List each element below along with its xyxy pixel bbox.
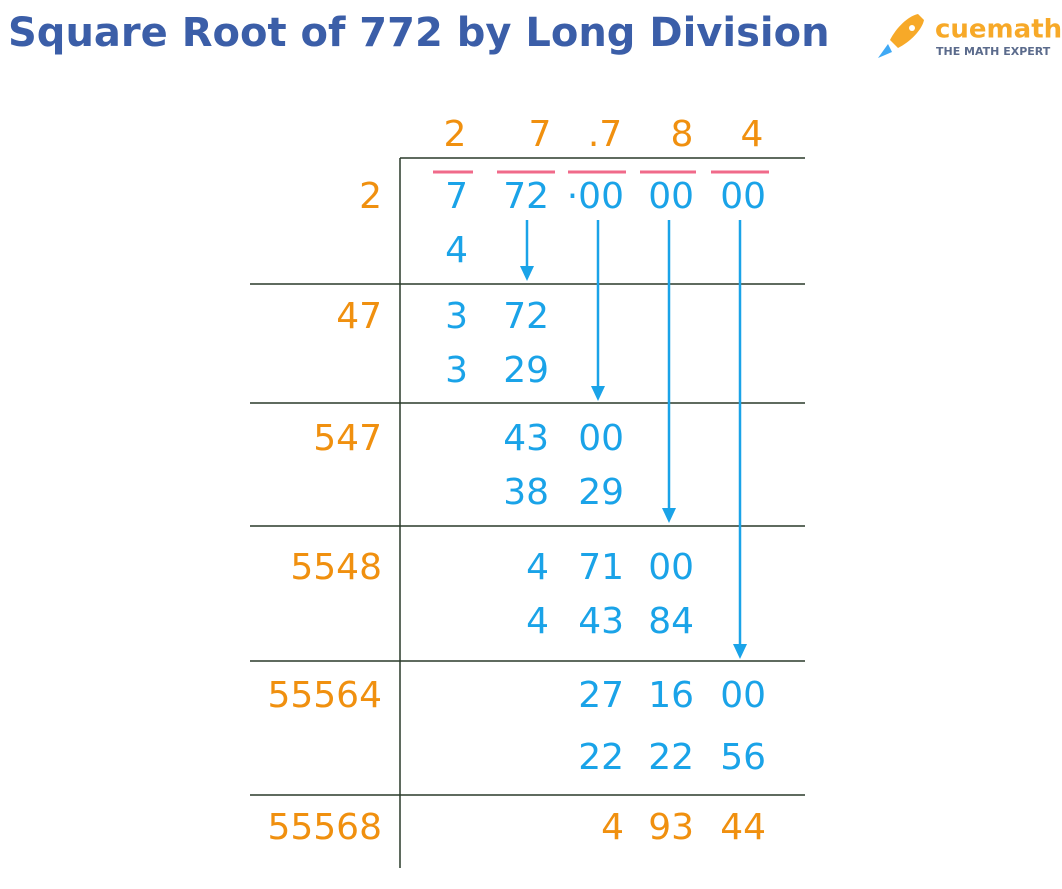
quotient-digit: 4 xyxy=(741,114,764,155)
step-cell: 4 xyxy=(445,230,468,271)
arrow-head xyxy=(733,644,747,659)
tagline: THE MATH EXPERT xyxy=(936,45,1051,58)
step-cell: 72 xyxy=(503,296,549,337)
remainder-cell: 93 xyxy=(648,807,694,848)
logo: cuemath THE MATH EXPERT xyxy=(878,14,1062,58)
arrow-head xyxy=(662,508,676,523)
step-cell: 22 xyxy=(648,737,694,778)
arrow-head xyxy=(591,386,605,401)
step-cell: 00 xyxy=(648,176,694,217)
step-cell: 29 xyxy=(503,350,549,391)
divisor: 547 xyxy=(313,418,382,459)
step-cell: 71 xyxy=(578,547,624,588)
step-cell: 3 xyxy=(445,350,468,391)
step-cell: 56 xyxy=(720,737,766,778)
step-cell: 00 xyxy=(720,176,766,217)
step-cell: 3 xyxy=(445,296,468,337)
quotient-digit: 2 xyxy=(444,114,467,155)
step-cell: 27 xyxy=(578,675,624,716)
step-cell: 43 xyxy=(503,418,549,459)
remainder-cell: 4 xyxy=(601,807,624,848)
step-cell: 00 xyxy=(648,547,694,588)
step-cell: 38 xyxy=(503,472,549,513)
step-cell: 16 xyxy=(648,675,694,716)
step-cell: 00 xyxy=(720,675,766,716)
rocket-icon xyxy=(890,14,924,48)
bring-down-arrows xyxy=(520,220,747,659)
step-cell: 00 xyxy=(578,418,624,459)
step-cell: 4 xyxy=(526,547,549,588)
title: Square Root of 772 by Long Division xyxy=(8,10,830,56)
remainder-cell: 44 xyxy=(720,807,766,848)
step-cell: 4 xyxy=(526,601,549,642)
quotient-digit: 7 xyxy=(529,114,552,155)
divisor: 55568 xyxy=(267,807,382,848)
step-cell: 72 xyxy=(503,176,549,217)
divisor: 47 xyxy=(336,296,382,337)
step-cell: 84 xyxy=(648,601,694,642)
rocket-window xyxy=(909,25,915,31)
step-cell: 29 xyxy=(578,472,624,513)
step-cell: 22 xyxy=(578,737,624,778)
rocket-flame xyxy=(878,44,892,58)
divisor: 55564 xyxy=(267,675,382,716)
divisor: 2 xyxy=(359,176,382,217)
grid-lines xyxy=(250,157,805,868)
quotient-digit: .7 xyxy=(588,114,622,155)
step-cell: 7 xyxy=(445,176,468,217)
step-cell: ·00 xyxy=(567,176,624,217)
divisor: 5548 xyxy=(290,547,382,588)
step-cell: 43 xyxy=(578,601,624,642)
quotient-digit: 8 xyxy=(671,114,694,155)
brand: cuemath xyxy=(935,15,1062,45)
arrow-head xyxy=(520,266,534,281)
